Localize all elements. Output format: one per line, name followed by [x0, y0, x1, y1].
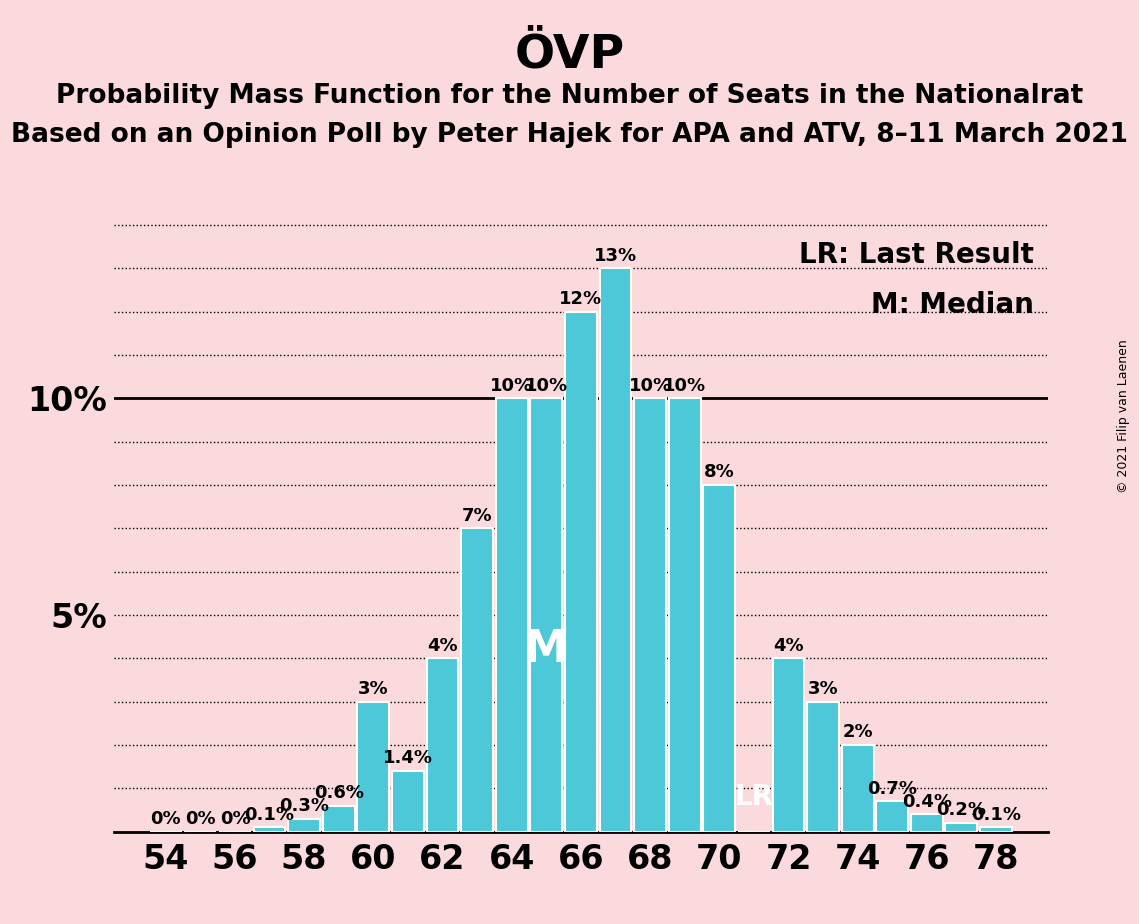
Bar: [634, 398, 666, 832]
Bar: [772, 658, 804, 832]
Text: ÖVP: ÖVP: [515, 32, 624, 78]
Text: 0.1%: 0.1%: [245, 806, 295, 824]
Text: 10%: 10%: [525, 377, 568, 395]
Text: 10%: 10%: [663, 377, 706, 395]
Text: 3%: 3%: [808, 680, 838, 699]
Text: 0.3%: 0.3%: [279, 797, 329, 815]
Text: 10%: 10%: [629, 377, 672, 395]
Bar: [876, 801, 908, 832]
Text: 0%: 0%: [220, 810, 251, 828]
Text: 8%: 8%: [704, 464, 735, 481]
Bar: [669, 398, 700, 832]
Bar: [704, 485, 735, 832]
Text: M: Median: M: Median: [871, 291, 1034, 320]
Bar: [842, 745, 874, 832]
Text: 2%: 2%: [843, 723, 872, 741]
Text: 0.2%: 0.2%: [936, 801, 986, 820]
Text: Based on an Opinion Poll by Peter Hajek for APA and ATV, 8–11 March 2021: Based on an Opinion Poll by Peter Hajek …: [11, 122, 1128, 148]
Bar: [254, 827, 286, 832]
Text: 12%: 12%: [559, 290, 603, 308]
Text: 10%: 10%: [490, 377, 533, 395]
Bar: [980, 827, 1011, 832]
Bar: [392, 771, 424, 832]
Bar: [945, 823, 977, 832]
Text: © 2021 Filip van Laenen: © 2021 Filip van Laenen: [1117, 339, 1130, 492]
Text: 4%: 4%: [427, 637, 458, 655]
Text: 0.6%: 0.6%: [313, 784, 363, 802]
Text: 0%: 0%: [150, 810, 181, 828]
Bar: [358, 701, 390, 832]
Bar: [288, 819, 320, 832]
Text: 4%: 4%: [773, 637, 804, 655]
Text: 0.4%: 0.4%: [902, 793, 952, 810]
Text: 7%: 7%: [461, 506, 492, 525]
Text: 0.7%: 0.7%: [867, 780, 917, 797]
Text: 1.4%: 1.4%: [383, 749, 433, 768]
Text: LR: Last Result: LR: Last Result: [798, 241, 1034, 269]
Text: 3%: 3%: [358, 680, 388, 699]
Bar: [531, 398, 563, 832]
Bar: [565, 311, 597, 832]
Bar: [427, 658, 458, 832]
Bar: [495, 398, 527, 832]
Text: 0.1%: 0.1%: [970, 806, 1021, 824]
Text: 0%: 0%: [185, 810, 215, 828]
Bar: [911, 814, 943, 832]
Text: LR: LR: [735, 783, 773, 811]
Text: Probability Mass Function for the Number of Seats in the Nationalrat: Probability Mass Function for the Number…: [56, 83, 1083, 109]
Text: M: M: [524, 628, 568, 671]
Text: 13%: 13%: [593, 247, 637, 265]
Bar: [461, 529, 493, 832]
Bar: [599, 268, 631, 832]
Bar: [808, 701, 839, 832]
Bar: [322, 806, 354, 832]
